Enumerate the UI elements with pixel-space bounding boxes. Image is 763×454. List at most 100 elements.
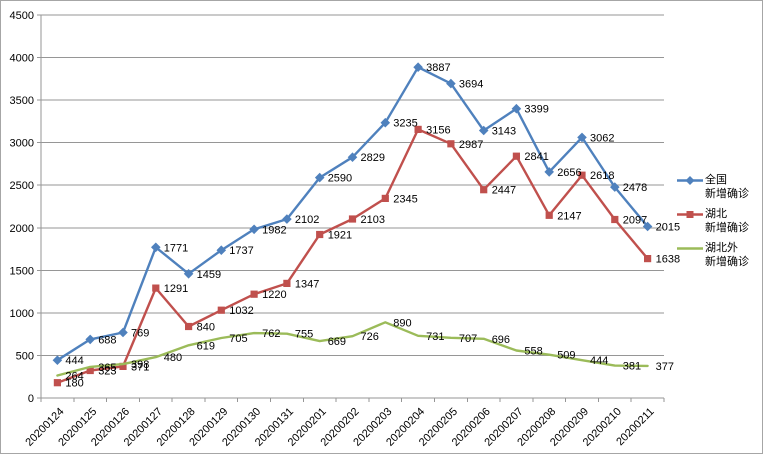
data-label-hubei: 1032 (229, 305, 253, 317)
legend-label-national: 全国 新增确诊 (705, 174, 749, 200)
data-label-outside-hubei: 558 (524, 346, 542, 358)
diamond-marker (577, 132, 587, 143)
data-label-hubei: 2618 (590, 170, 614, 182)
data-label-national: 688 (98, 334, 116, 346)
data-label-national: 3887 (426, 62, 450, 74)
data-label-national: 1771 (164, 242, 188, 254)
data-label-outside-hubei: 509 (557, 350, 575, 362)
data-label-national: 769 (131, 328, 149, 340)
data-label-hubei: 180 (65, 378, 83, 390)
data-label-hubei: 2147 (557, 210, 581, 222)
data-label-national: 1459 (197, 269, 221, 281)
square-marker (53, 379, 61, 387)
square-marker (644, 255, 652, 263)
data-label-outside-hubei: 755 (295, 329, 313, 341)
y-axis-label: 4000 (10, 53, 34, 65)
data-label-outside-hubei: 731 (426, 331, 444, 343)
y-axis-label: 2500 (10, 180, 34, 192)
square-marker (578, 171, 586, 179)
data-label-national: 3694 (459, 79, 483, 91)
data-label-hubei: 3156 (426, 124, 450, 136)
data-label-outside-hubei: 619 (197, 340, 215, 352)
data-label-outside-hubei: 707 (459, 333, 477, 345)
data-label-hubei: 1291 (164, 283, 188, 295)
data-label-hubei: 1638 (656, 254, 680, 266)
data-label-hubei: 323 (98, 366, 116, 378)
diamond-marker (85, 334, 95, 345)
y-axis-label: 3000 (10, 138, 34, 150)
square-marker (480, 186, 488, 194)
legend: 全国 新增确诊 湖北 新增确诊 湖北外 新增确诊 (677, 173, 749, 268)
diamond-marker (544, 167, 554, 177)
y-axis-label: 3500 (10, 95, 34, 107)
data-label-national: 3143 (492, 126, 516, 138)
data-label-outside-hubei: 480 (164, 352, 182, 364)
y-axis-label: 1500 (10, 265, 34, 277)
data-label-outside-hubei: 377 (656, 361, 674, 373)
data-label-national: 2590 (328, 173, 352, 185)
series-national (52, 62, 653, 365)
legend-label-outside-hubei: 湖北外 新增确诊 (705, 242, 749, 268)
legend-label-hubei: 湖北 新增确诊 (705, 208, 749, 234)
data-label-outside-hubei: 264 (65, 371, 83, 383)
diamond-marker (249, 224, 259, 235)
diamond-marker (151, 242, 161, 253)
diamond-marker (413, 62, 423, 72)
diamond-marker (282, 214, 292, 224)
square-marker (611, 215, 619, 224)
diamond-marker (314, 172, 325, 183)
y-axis-label: 1000 (10, 308, 34, 320)
data-label-national: 2478 (623, 182, 647, 194)
data-label-outside-hubei: 705 (229, 333, 247, 345)
data-label-outside-hubei: 398 (131, 359, 149, 371)
square-marker (348, 215, 357, 223)
data-label-national: 1737 (229, 245, 253, 257)
data-label-outside-hubei: 365 (98, 362, 116, 374)
diamond-marker (478, 125, 489, 136)
y-axis-label: 500 (16, 350, 34, 362)
diamond-marker (118, 327, 128, 338)
square-marker (250, 290, 258, 298)
legend-item-national: 全国 新增确诊 (677, 173, 749, 200)
data-label-national: 2015 (656, 222, 680, 234)
square-marker (119, 362, 127, 370)
data-label-hubei: 2987 (459, 139, 483, 151)
legend-item-hubei: 湖北 新增确诊 (677, 207, 749, 234)
series-outside-hubei (56, 321, 649, 377)
data-label-hubei: 371 (131, 361, 149, 373)
diamond-marker (511, 103, 522, 114)
square-marker (512, 152, 520, 160)
square-marker (152, 284, 160, 292)
square-marker (414, 125, 422, 133)
data-label-hubei: 2447 (492, 185, 516, 197)
data-label-hubei: 1921 (328, 230, 352, 242)
diamond-marker (347, 152, 358, 162)
data-label-outside-hubei: 890 (393, 317, 411, 329)
square-marker (381, 194, 389, 202)
legend-item-outside-hubei: 湖北外 新增确诊 (677, 241, 749, 268)
diamond-marker (610, 182, 620, 192)
data-label-national: 2656 (557, 167, 581, 179)
diamond-marker (380, 117, 391, 128)
data-label-national: 2829 (361, 152, 385, 164)
data-label-outside-hubei: 726 (361, 331, 379, 343)
series-line-outside-hubei (56, 321, 649, 377)
square-marker (185, 322, 193, 331)
series-hubei (53, 125, 652, 387)
data-label-national: 3235 (393, 118, 417, 130)
data-label-hubei: 2841 (524, 151, 548, 163)
data-label-national: 2102 (295, 214, 319, 226)
legend-square-swatch (677, 211, 703, 218)
data-label-hubei: 840 (197, 322, 215, 334)
square-marker (217, 306, 225, 314)
data-label-hubei: 2097 (623, 215, 647, 227)
data-label-outside-hubei: 444 (590, 355, 608, 367)
data-label-hubei: 1347 (295, 278, 319, 290)
data-label-hubei: 2345 (393, 193, 417, 205)
square-marker (86, 366, 94, 375)
data-label-outside-hubei: 762 (262, 328, 280, 340)
diamond-marker (52, 355, 63, 365)
diamond-marker (216, 245, 227, 255)
